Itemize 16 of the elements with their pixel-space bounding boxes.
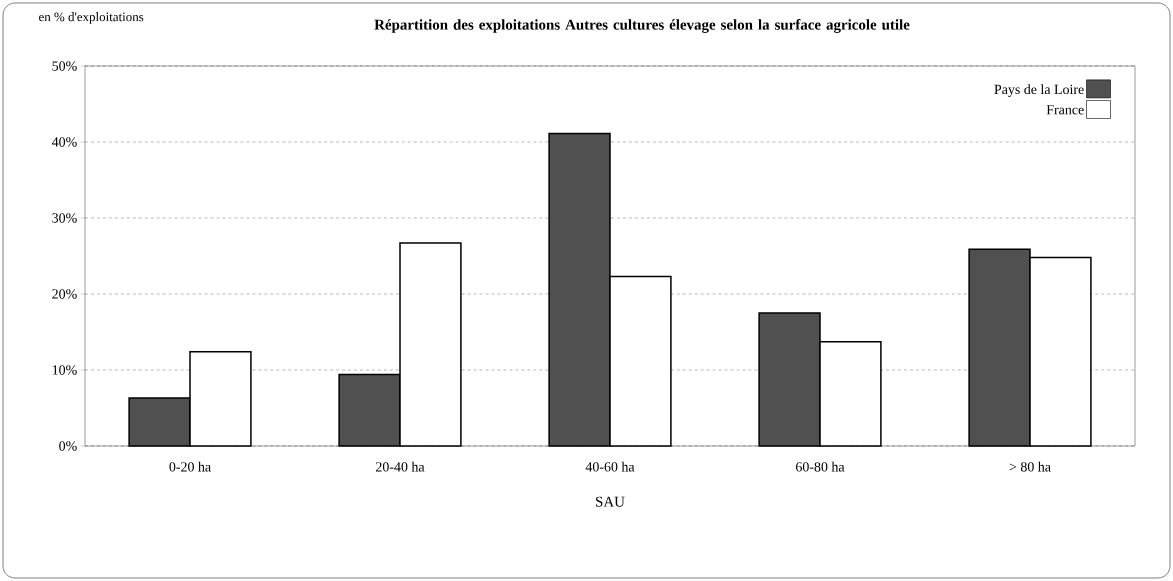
x-tick-label: 20-40 ha — [376, 461, 425, 472]
y-tick-label: 40% — [51, 137, 77, 147]
chart-title: Répartition des exploitations Autres cultures élevage selon la surface agricole utile — [374, 19, 910, 33]
legend-label: Pays de la Loire — [994, 84, 1084, 97]
x-axis-title: SAU — [596, 496, 625, 507]
y-tick-label: 10% — [52, 365, 77, 375]
y-tick-label: 50% — [52, 61, 77, 71]
y-axis-title: en % d'exploitations — [39, 12, 144, 24]
x-tick-label: 60-80 ha — [796, 461, 845, 472]
y-tick-label: 20% — [52, 289, 77, 299]
x-tick-label: 0-20 ha — [169, 461, 211, 472]
x-tick-label: 40-60 ha — [585, 461, 635, 472]
y-tick-label: 30% — [52, 213, 77, 223]
x-tick-label: > 80 ha — [1009, 461, 1051, 472]
legend-label: France — [1046, 105, 1084, 115]
y-tick-label: 0% — [59, 441, 77, 451]
